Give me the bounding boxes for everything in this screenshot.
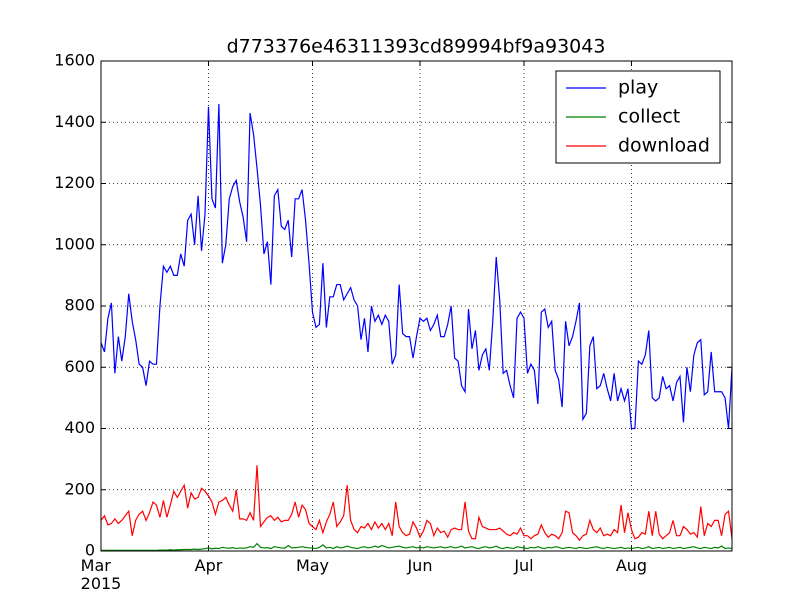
y-tick-label: 400: [64, 418, 95, 437]
y-tick-label: 1600: [54, 51, 95, 70]
legend-label: collect: [618, 106, 680, 128]
series-line: [101, 542, 733, 551]
series-line: [100, 465, 733, 542]
series-line: [100, 103, 733, 430]
y-tick-label: 1400: [54, 112, 95, 131]
y-tick-label: 200: [64, 479, 95, 498]
y-tick-label: 1000: [54, 234, 95, 253]
x-tick-label: Jul: [514, 556, 534, 575]
x-tick-label: Jun: [407, 556, 433, 575]
plot-frame: [100, 60, 733, 552]
legend-label: play: [618, 77, 658, 99]
legend-label: download: [618, 135, 710, 157]
y-tick-label: 1200: [54, 173, 95, 192]
x-tick-label: May: [295, 556, 330, 575]
x-tick-label: Aug: [615, 556, 648, 575]
x-tick-label: Apr: [194, 556, 223, 575]
y-tick-label: 800: [64, 296, 95, 315]
x-tick-label: Mar 2015: [80, 556, 122, 593]
chart-title: d773376e46311393cd89994bf9a93043: [227, 36, 606, 58]
y-tick-label: 600: [64, 357, 95, 376]
y-tick-label: 0: [85, 541, 95, 560]
